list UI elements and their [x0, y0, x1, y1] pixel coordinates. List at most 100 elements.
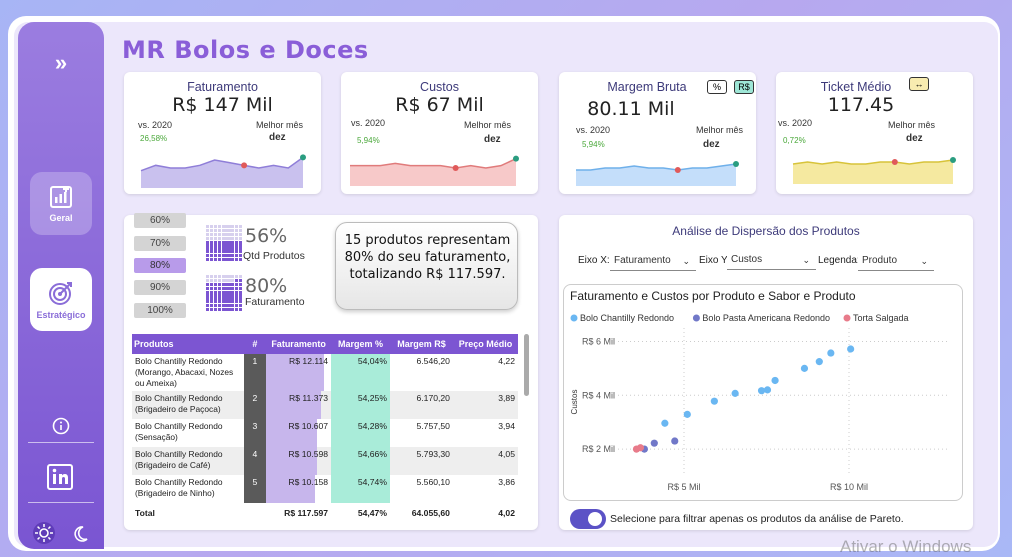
faturamento-bar — [266, 475, 315, 503]
sidebar-item-estrategico[interactable]: Estratégico — [30, 268, 92, 331]
waffle-cell — [206, 283, 210, 287]
waffle-cell — [234, 257, 238, 261]
cell-produto: Bolo Chantilly Redondo (Brigadeiro de Ca… — [135, 449, 223, 470]
moon-icon[interactable] — [71, 525, 89, 543]
scatter-point — [771, 376, 779, 385]
waffle-cell — [238, 229, 242, 233]
sparkline-marker — [241, 162, 248, 169]
waffle-cell — [210, 245, 214, 249]
waffle-cell — [210, 225, 214, 229]
x-tick-label: R$ 10 Mil — [830, 482, 868, 492]
table-row[interactable]: Bolo Chantilly Redondo (Sensação) 3 R$ 10.… — [132, 419, 518, 447]
kpi-vs-label: vs. 2020 — [351, 118, 386, 128]
waffle-cell — [238, 299, 242, 303]
linkedin-icon[interactable] — [47, 464, 73, 490]
table-row[interactable]: Bolo Chantilly Redondo (Brigadeiro de Ni… — [132, 475, 518, 503]
waffle-cell — [206, 245, 210, 249]
kpi-pct: 0,72% — [783, 136, 806, 145]
kpi-best-value: dez — [484, 134, 501, 145]
waffle-cell — [238, 283, 242, 287]
waffle-cell — [238, 307, 242, 311]
toggle-reais-button[interactable]: R$ — [734, 80, 754, 94]
legend-marker — [843, 314, 851, 322]
pareto-button-70[interactable]: 70% — [134, 236, 186, 251]
sparkline-line — [350, 157, 517, 169]
pareto-button-100[interactable]: 100% — [134, 303, 186, 318]
legenda-dropdown[interactable]: Produto ⌄ — [858, 251, 934, 271]
kpi-sparkline — [576, 161, 739, 186]
col-header-produtos[interactable]: Produtos — [132, 334, 244, 354]
sidebar-item-label: Estratégico — [36, 309, 86, 320]
pareto-button-60[interactable]: 60% — [134, 213, 186, 228]
waffle-cell — [210, 229, 214, 233]
waffle-cell — [230, 237, 234, 241]
eixo-y-dropdown[interactable]: Custos ⌄ — [727, 250, 816, 270]
col-header-margem-rs[interactable]: Margem R$ — [389, 334, 453, 354]
cell-rank: 1 — [243, 354, 267, 391]
eixo-y-value: Custos — [731, 254, 763, 265]
pareto-summary-box: 15 produtos representam 80% do seu fatur… — [335, 222, 518, 310]
waffle-cell — [238, 237, 242, 241]
waffle-cell — [226, 287, 230, 291]
scatter-point — [671, 437, 679, 445]
waffle-cell — [218, 249, 222, 253]
waffle-cell — [234, 229, 238, 233]
waffle-cell — [218, 275, 222, 279]
waffle-cell — [214, 303, 218, 307]
kpi-title: Faturamento — [187, 80, 258, 94]
cell-margem-pct: 54,04% — [331, 354, 390, 391]
waffle-cell — [238, 291, 242, 295]
legenda-label: Legenda: — [818, 255, 860, 266]
col-header-preco-medio[interactable]: Preço Médio — [452, 334, 518, 354]
cell-produto: Bolo Chantilly Redondo (Sensação) — [135, 421, 223, 442]
col-header-rank[interactable]: # — [243, 334, 267, 354]
chart-title: Faturamento e Custos por Produto e Sabor… — [570, 289, 856, 303]
waffle-cell — [226, 245, 230, 249]
faturamento-bar — [266, 391, 321, 419]
scatter-point — [731, 389, 739, 397]
col-header-faturamento[interactable]: Faturamento — [266, 334, 332, 354]
swap-arrows-button[interactable]: ↔ — [909, 77, 929, 91]
kpi-best-value: dez — [906, 133, 923, 144]
waffle-cell — [234, 287, 238, 291]
waffle-cell — [226, 295, 230, 299]
cell-faturamento-value: R$ 10.158 — [288, 477, 329, 487]
eixo-x-dropdown[interactable]: Faturamento ⌄ — [610, 251, 696, 271]
waffle-cell — [222, 303, 226, 307]
table-row[interactable]: Bolo Chantilly Redondo (Brigadeiro de Ca… — [132, 447, 518, 475]
cell-faturamento: R$ 11.373 — [266, 391, 331, 419]
toggle-percent-button[interactable]: % — [707, 80, 727, 94]
waffle-cell — [218, 241, 222, 245]
waffle-cell — [230, 225, 234, 229]
waffle-cell — [234, 279, 238, 283]
cell-margem-rs: 5.757,50 — [416, 421, 450, 431]
table-row[interactable]: Bolo Chantilly Redondo (Brigadeiro de Pa… — [132, 391, 518, 419]
cell-rank: 4 — [243, 447, 267, 475]
pareto-button-90[interactable]: 90% — [134, 280, 186, 295]
sidebar-item-geral[interactable]: Geral — [30, 172, 92, 235]
expand-icon[interactable]: » — [54, 50, 68, 75]
waffle-cell — [230, 299, 234, 303]
waffle-cell — [218, 287, 222, 291]
sparkline-area — [350, 158, 516, 186]
waffle-cell — [234, 241, 238, 245]
pareto-button-80[interactable]: 80% — [134, 258, 186, 273]
waffle-cell — [222, 249, 226, 253]
sun-icon[interactable] — [33, 522, 55, 544]
pareto-filter-toggle[interactable] — [570, 509, 606, 529]
waffle-cell — [206, 225, 210, 229]
kpi-card-custos: Custos R$ 67 Mil vs. 2020 5,94% Melhor m… — [341, 72, 538, 194]
sidebar-item-label: Geral — [49, 212, 73, 223]
table-row[interactable]: Bolo Chantilly Redondo (Morango, Abacaxi… — [132, 354, 518, 391]
cell-produto: Bolo Chantilly Redondo (Morango, Abacaxi… — [135, 356, 234, 388]
waffle-cell — [230, 275, 234, 279]
info-icon[interactable] — [52, 417, 70, 435]
scatter-point — [847, 345, 855, 353]
table-scrollbar[interactable] — [524, 334, 529, 396]
legenda-value: Produto — [862, 255, 898, 266]
sparkline-line — [140, 156, 304, 172]
scatter-point — [763, 386, 772, 394]
waffle-cell — [214, 257, 218, 261]
waffle-cell — [218, 307, 222, 311]
col-header-margem-pct[interactable]: Margem % — [331, 334, 390, 354]
